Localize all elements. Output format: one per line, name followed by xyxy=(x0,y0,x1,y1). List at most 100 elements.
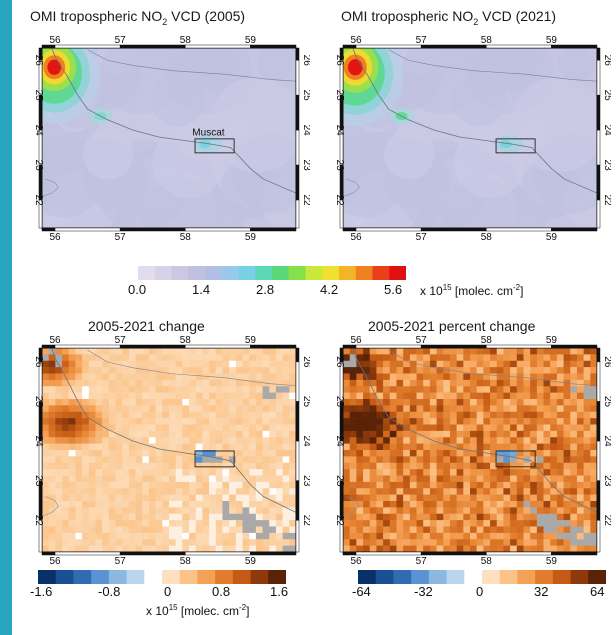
grid-cell xyxy=(222,469,230,476)
panel-title-vcd-2021: OMI tropospheric NO2 VCD (2021) xyxy=(341,8,557,27)
grid-cell xyxy=(282,443,290,451)
border-tick-segment xyxy=(339,520,344,553)
grid-cell xyxy=(490,469,498,476)
grid-cell xyxy=(550,392,558,400)
grid-cell xyxy=(403,379,411,387)
grid-cell xyxy=(583,437,591,444)
grid-cell xyxy=(590,379,597,387)
grid-cell xyxy=(209,399,217,406)
grid-cell xyxy=(255,475,263,483)
grid-cell xyxy=(356,367,364,374)
grid-cell xyxy=(409,507,417,515)
grid-cell xyxy=(95,354,103,362)
vcd-colorbar xyxy=(138,266,407,285)
grid-cell xyxy=(429,379,437,387)
grid-cell xyxy=(128,348,136,355)
grid-cell xyxy=(550,354,558,362)
vcd-colorbar-label-3: 4.2 xyxy=(320,282,339,297)
border-line xyxy=(343,178,360,197)
grid-cell xyxy=(102,443,110,451)
grid-cell xyxy=(476,456,484,464)
grid-cell xyxy=(463,399,471,406)
grid-cell xyxy=(536,475,544,483)
grid-cell xyxy=(262,411,270,419)
grid-cell xyxy=(470,437,477,444)
grid-cell xyxy=(583,456,591,464)
grid-cell xyxy=(516,367,524,374)
grid-cell xyxy=(275,405,283,413)
grid-cell xyxy=(476,443,484,451)
percent-colorbar xyxy=(358,570,607,589)
grid-cell xyxy=(470,532,477,540)
colorbar-swatch xyxy=(535,570,554,584)
grid-cell xyxy=(242,379,250,387)
grid-cell xyxy=(95,430,103,438)
grid-cell xyxy=(215,424,223,432)
grid-cell xyxy=(443,481,451,489)
grid-cell xyxy=(476,437,484,444)
grid-cell xyxy=(189,507,197,515)
grid-cell xyxy=(229,424,237,432)
border-tick-segment xyxy=(420,344,487,349)
grid-cell xyxy=(55,411,63,419)
grid-cell xyxy=(182,386,190,393)
grid-cell xyxy=(343,501,350,508)
grid-cell xyxy=(423,532,431,540)
grid-cell xyxy=(242,373,250,381)
lon-tick-label-top: 56 xyxy=(49,35,61,46)
grid-cell xyxy=(182,437,190,444)
grid-cell xyxy=(436,475,444,483)
grid-cell xyxy=(242,354,250,362)
grid-cell xyxy=(222,462,230,470)
grid-cell xyxy=(48,392,56,400)
grid-cell xyxy=(148,545,156,552)
colorbar-swatch xyxy=(73,570,92,584)
grid-cell xyxy=(262,501,270,508)
grid-cell xyxy=(383,456,391,464)
grid-cell xyxy=(202,379,210,387)
grid-cell xyxy=(82,462,90,470)
grid-cell xyxy=(55,348,63,355)
grid-cell xyxy=(249,399,257,406)
vcd-colorbar-label-2: 2.8 xyxy=(256,282,275,297)
grid-cell xyxy=(135,481,143,489)
grid-cell xyxy=(182,469,190,476)
grid-cell xyxy=(75,424,83,432)
grid-cell xyxy=(409,539,417,546)
grid-cell xyxy=(583,520,591,527)
grid-cell xyxy=(202,475,210,483)
grid-cell xyxy=(396,354,404,362)
grid-cell xyxy=(229,539,237,546)
change-colorbar-label-1: -0.8 xyxy=(98,584,121,599)
grid-cell xyxy=(436,443,444,451)
grid-cell xyxy=(463,507,471,515)
grid-cell xyxy=(202,507,210,515)
grid-cell xyxy=(590,424,597,432)
grid-cell xyxy=(543,392,551,400)
grid-cell xyxy=(175,360,183,368)
grid-cell xyxy=(142,386,150,393)
grid-cell xyxy=(55,386,63,393)
grid-cell xyxy=(536,456,544,464)
grid-cell xyxy=(403,539,411,546)
lon-tick-label-top: 58 xyxy=(180,335,192,346)
grid-cell xyxy=(75,450,83,457)
grid-cell xyxy=(389,462,397,470)
grid-cell xyxy=(155,405,163,413)
grid-cell xyxy=(108,443,116,451)
grid-cell xyxy=(583,507,591,515)
grid-cell xyxy=(289,392,296,400)
grid-cell xyxy=(523,348,531,355)
grid-cell xyxy=(470,456,477,464)
grid-cell xyxy=(429,348,437,355)
grid-cell xyxy=(456,424,464,432)
grid-cell xyxy=(443,367,451,374)
grid-cell xyxy=(503,373,511,381)
grid-cell xyxy=(195,450,203,457)
grid-cell xyxy=(202,360,210,368)
grid-cell xyxy=(175,456,183,464)
grid-cell xyxy=(262,456,270,464)
grid-cell xyxy=(169,411,176,419)
grid-cell xyxy=(470,373,477,381)
grid-cell xyxy=(423,450,431,457)
